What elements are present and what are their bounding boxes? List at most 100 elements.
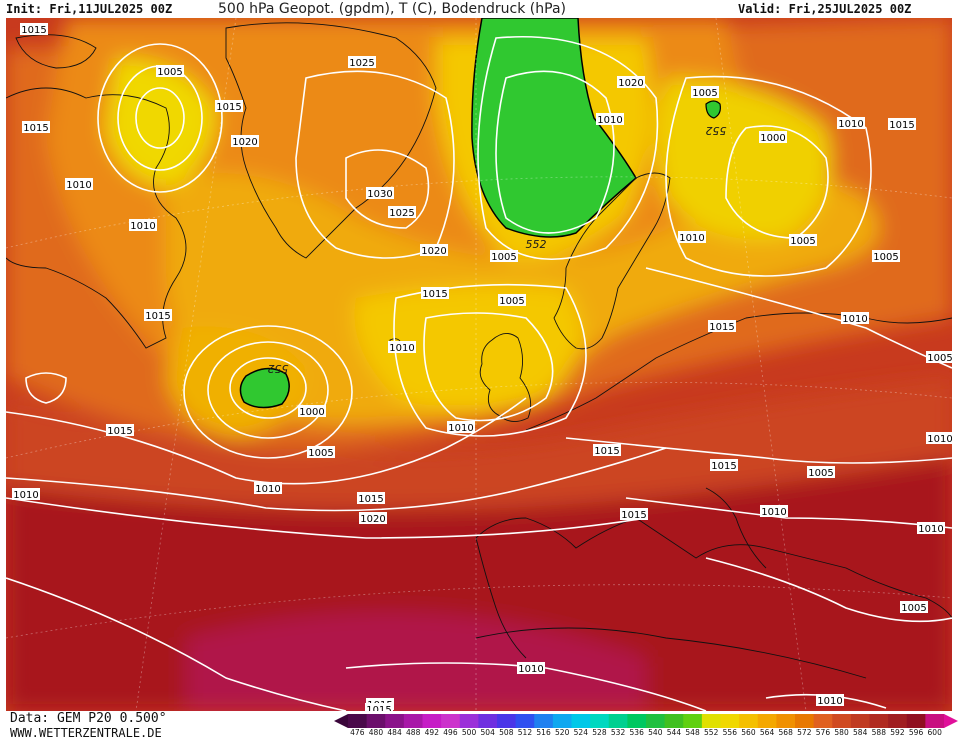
colorbar-swatch (739, 714, 759, 728)
colorbar-tick-label: 492 (424, 728, 439, 737)
colorbar-tick-label: 540 (648, 728, 663, 737)
colorbar-swatch (869, 714, 889, 728)
isobar-value: 1010 (817, 696, 842, 707)
colorbar-swatch (478, 714, 498, 728)
colorbar-tick-label: 532 (610, 728, 626, 737)
isobar-value: 1015 (21, 25, 46, 36)
isobar-value: 1010 (66, 180, 91, 191)
isobar-value: 1010 (927, 434, 952, 445)
isobar-value: 1010 (842, 314, 867, 325)
isobar-label: 1015 (357, 492, 385, 505)
isobar-label: 1020 (359, 512, 387, 525)
colorbar-tick-label: 500 (461, 728, 477, 737)
colorbar-tick-label: 524 (573, 728, 588, 737)
colorbar-tick-label: 484 (387, 728, 402, 737)
colorbar-tick-label: 512 (517, 728, 533, 737)
isobar-value: 1015 (107, 426, 132, 437)
colorbar (334, 714, 958, 728)
isobar-label: 1020 (617, 76, 645, 89)
geopotential-value: 552 (268, 362, 289, 375)
isobar-label: 1015 (144, 309, 172, 322)
isobar-value: 1025 (349, 58, 374, 69)
isobar-value: 1010 (518, 664, 543, 675)
isobar-label: 1005 (872, 250, 900, 263)
isobar-label: 1020 (231, 135, 259, 148)
isobar-label: 1015 (365, 703, 393, 711)
isobar-value: 1015 (422, 289, 447, 300)
isobar-label: 1005 (490, 250, 518, 263)
colorbar-swatch (757, 714, 777, 728)
isobar-value: 1015 (23, 123, 48, 134)
canada-coast (6, 87, 187, 349)
init-time: Init: Fri,11JUL2025 00Z (6, 2, 173, 16)
isobar-value: 1015 (216, 102, 241, 113)
isobar-label: 1030 (366, 187, 394, 200)
isobar-label: 1015 (22, 121, 50, 134)
colorbar-tick-label: 588 (871, 728, 886, 737)
isobar-value: 1005 (808, 468, 833, 479)
colorbar-tick-label: 528 (592, 728, 607, 737)
isobar-label: 1000 (759, 131, 787, 144)
isobar-label: 1005 (926, 351, 952, 364)
colorbar-swatch (850, 714, 870, 728)
isobar-value: 1010 (389, 343, 414, 354)
colorbar-swatch (795, 714, 815, 728)
isobar-value: 1015 (594, 446, 619, 457)
isobar-label: 1015 (20, 23, 48, 36)
isobar-label: 1010 (760, 505, 788, 518)
isobar-value: 1005 (873, 252, 898, 263)
isobar-value: 1005 (308, 448, 333, 459)
colorbar-swatch (552, 714, 572, 728)
colorbar-swatch (366, 714, 386, 728)
colorbar-tick-label: 480 (368, 728, 384, 737)
isobar-value: 1010 (761, 507, 786, 518)
isobar-value: 1005 (790, 236, 815, 247)
isobar-label: 1010 (12, 488, 40, 501)
isobar-label: 1010 (678, 231, 706, 244)
isobar-value: 1015 (358, 494, 383, 505)
colorbar-tick-label: 584 (853, 728, 868, 737)
isobar-value: 1020 (618, 78, 643, 89)
colorbar-swatch (627, 714, 647, 728)
colorbar-tick-label: 504 (480, 728, 495, 737)
isobar-value: 1015 (889, 120, 914, 131)
isobar-label: 1020 (420, 244, 448, 257)
isobar-value: 1010 (597, 115, 622, 126)
colorbar-swatch (925, 714, 945, 728)
isobar-value: 1020 (232, 137, 257, 148)
colorbar-tick-label: 508 (499, 728, 514, 737)
arctic-island-coast (15, 34, 97, 69)
geopotential-label: 552 (706, 124, 727, 137)
isobar-label: 1015 (593, 444, 621, 457)
isobar-label: 1010 (837, 117, 865, 130)
isobar-value: 1005 (491, 252, 516, 263)
colorbar-tick-label: 580 (834, 728, 849, 737)
british-isles-coast (479, 333, 532, 422)
geopotential-label: 552 (268, 362, 289, 375)
colorbar-swatch (683, 714, 703, 728)
isobar-value: 1015 (621, 510, 646, 521)
isobar-label: 1005 (807, 466, 835, 479)
isobar-label: 1010 (65, 178, 93, 191)
isobar-label: 1010 (596, 113, 624, 126)
colorbar-swatch (459, 714, 479, 728)
isobar-value: 1005 (499, 296, 524, 307)
colorbar-tick-label: 572 (797, 728, 812, 737)
colorbar-tick-label: 544 (666, 728, 682, 737)
colorbar-swatch (497, 714, 517, 728)
isobar-labels: 1015 1005 1015 1015 1020 1010 1010 1025 1030 1025… (12, 23, 952, 711)
isobar-label: 1010 (926, 432, 952, 445)
isobar-label: 1015 (106, 424, 134, 437)
isobar-value: 1020 (421, 246, 446, 257)
lat-lon-grid (6, 18, 952, 711)
isobar-label: 1000 (298, 405, 326, 418)
italy-coast (705, 487, 767, 569)
isobar-label: 1015 (708, 320, 736, 333)
iberia-coast (475, 537, 527, 659)
isobar-label: 1005 (900, 601, 928, 614)
isobar-value: 1000 (299, 407, 324, 418)
colorbar-tick-label: 548 (685, 728, 700, 737)
colorbar-tick-label: 556 (722, 728, 737, 737)
colorbar-swatch (906, 714, 926, 728)
colorbar-swatch (776, 714, 796, 728)
